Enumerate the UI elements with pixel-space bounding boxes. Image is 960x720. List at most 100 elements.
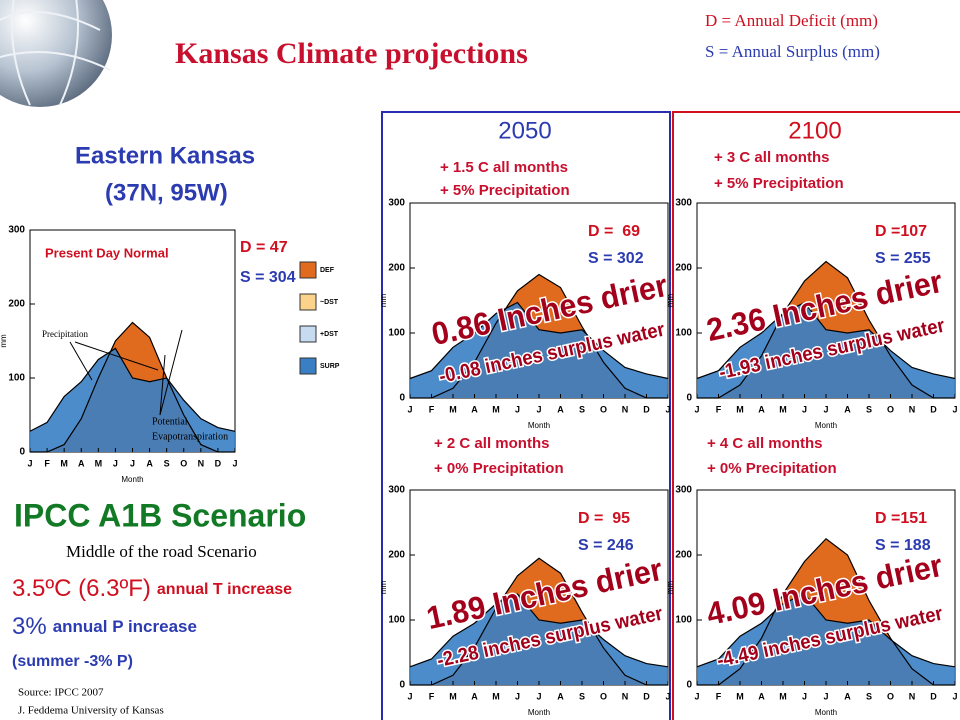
x-axis-label: Month bbox=[815, 421, 837, 430]
x-tick-label: M bbox=[60, 458, 68, 468]
x-tick-label: D bbox=[215, 458, 222, 468]
legend-label: ~DST bbox=[320, 299, 339, 306]
x-tick-label: J bbox=[536, 691, 541, 701]
legend-label: +DST bbox=[320, 331, 339, 338]
note: D = Annual Deficit (mm) bbox=[705, 11, 878, 30]
condition: + 3 C all months bbox=[714, 149, 829, 166]
summer-note: (summer -3% P) bbox=[12, 653, 133, 670]
x-tick-label: S bbox=[866, 404, 872, 414]
y-axis-label: mm bbox=[379, 581, 388, 595]
y-tick-label: 0 bbox=[686, 680, 692, 691]
y-axis-label: mm bbox=[666, 294, 675, 308]
deficit: D =151 bbox=[875, 510, 927, 527]
precip-area bbox=[697, 302, 955, 398]
x-tick-label: S bbox=[579, 404, 585, 414]
annotation-arrow bbox=[69, 329, 183, 416]
x-axis-label: Month bbox=[528, 421, 550, 430]
column-label: 2100 bbox=[788, 117, 841, 144]
y-tick-label: 100 bbox=[8, 373, 25, 384]
x-tick-label: J bbox=[536, 404, 541, 414]
x-tick-label: J bbox=[27, 458, 32, 468]
x-tick-label: F bbox=[716, 691, 722, 701]
column-label: 2050 bbox=[498, 117, 551, 144]
x-tick-label: J bbox=[515, 691, 520, 701]
y-tick-label: 300 bbox=[388, 485, 405, 496]
x-tick-label: D bbox=[643, 691, 650, 701]
x-axis-label: Month bbox=[815, 708, 837, 717]
pet-line bbox=[697, 537, 955, 686]
y-tick-label: 200 bbox=[675, 550, 692, 561]
surplus: S = 302 bbox=[588, 250, 644, 267]
x-tick-label: A bbox=[557, 691, 564, 701]
water-balance-chart: 0 100 200 300 J F M A M J J A S O N D J Month mm D = 69 S = … bbox=[379, 159, 672, 430]
x-tick-label: M bbox=[779, 404, 787, 414]
deficit: D = 69 bbox=[588, 223, 640, 240]
x-axis-label: Month bbox=[528, 708, 550, 717]
x-tick-label: F bbox=[429, 404, 435, 414]
precip-line bbox=[29, 347, 236, 432]
x-tick-label: O bbox=[887, 691, 894, 701]
precip-line bbox=[409, 593, 669, 668]
scenario-subtitle: Middle of the road Scenario bbox=[66, 542, 257, 561]
x-tick-label: A bbox=[844, 691, 851, 701]
x-tick-label: S bbox=[164, 458, 170, 468]
x-tick-label: A bbox=[146, 458, 153, 468]
x-tick-label: N bbox=[909, 691, 916, 701]
x-tick-label: M bbox=[492, 404, 500, 414]
x-tick-label: M bbox=[736, 404, 744, 414]
x-tick-label: J bbox=[113, 458, 118, 468]
y-axis-label: mm bbox=[0, 334, 8, 348]
scenario-title: IPCC A1B Scenario bbox=[14, 497, 306, 533]
x-tick-label: M bbox=[492, 691, 500, 701]
x-tick-label: J bbox=[232, 458, 237, 468]
x-tick-label: S bbox=[866, 691, 872, 701]
pet-line bbox=[410, 557, 668, 686]
x-tick-label: J bbox=[802, 691, 807, 701]
condition: + 4 C all months bbox=[707, 435, 822, 452]
y-tick-label: 100 bbox=[675, 615, 692, 626]
x-tick-label: A bbox=[844, 404, 851, 414]
legend-swatch bbox=[299, 261, 317, 279]
x-tick-label: S bbox=[579, 691, 585, 701]
x-tick-label: F bbox=[44, 458, 50, 468]
precip-area bbox=[410, 594, 668, 685]
deficit: D =107 bbox=[875, 223, 927, 240]
deficit: D = 47 bbox=[240, 239, 288, 256]
x-tick-label: M bbox=[736, 691, 744, 701]
column-frame-2100 bbox=[672, 111, 960, 720]
x-tick-label: J bbox=[952, 404, 957, 414]
note: S = Annual Surplus (mm) bbox=[705, 42, 880, 61]
y-tick-label: 300 bbox=[675, 485, 692, 496]
pet-line bbox=[697, 260, 955, 399]
x-tick-label: M bbox=[95, 458, 103, 468]
y-tick-label: 300 bbox=[8, 225, 25, 236]
precip-note: annual P increase bbox=[53, 617, 197, 636]
condition: + 2 C all months bbox=[434, 435, 549, 452]
source: J. Feddema University of Kansas bbox=[18, 705, 164, 717]
condition: + 5% Precipitation bbox=[714, 175, 844, 192]
surplus: S = 255 bbox=[875, 250, 931, 267]
y-axis-label: mm bbox=[666, 581, 675, 595]
x-tick-label: J bbox=[694, 691, 699, 701]
precip-line bbox=[409, 301, 669, 380]
x-axis-label: Month bbox=[121, 475, 143, 484]
y-tick-label: 0 bbox=[686, 393, 692, 404]
x-tick-label: A bbox=[758, 691, 765, 701]
precip-area bbox=[30, 348, 235, 452]
precip-line bbox=[696, 301, 956, 380]
water-balance-chart: 0 100 200 300 J F M A M J J A S O N D J Month mm D =151 S = … bbox=[666, 435, 957, 717]
x-tick-label: A bbox=[78, 458, 85, 468]
condition: + 5% Precipitation bbox=[440, 182, 570, 199]
legend-label: SURP bbox=[320, 363, 340, 370]
y-tick-label: 300 bbox=[675, 198, 692, 209]
region-name: Eastern Kansas bbox=[75, 142, 255, 169]
x-tick-label: D bbox=[930, 404, 937, 414]
temperature-line: 3.5ºC (6.3ºF) annual T increase bbox=[12, 575, 292, 602]
x-tick-label: A bbox=[471, 404, 478, 414]
surplus: S = 188 bbox=[875, 537, 931, 554]
condition: + 0% Precipitation bbox=[707, 460, 837, 477]
x-tick-label: N bbox=[909, 404, 916, 414]
x-tick-label: O bbox=[600, 404, 607, 414]
